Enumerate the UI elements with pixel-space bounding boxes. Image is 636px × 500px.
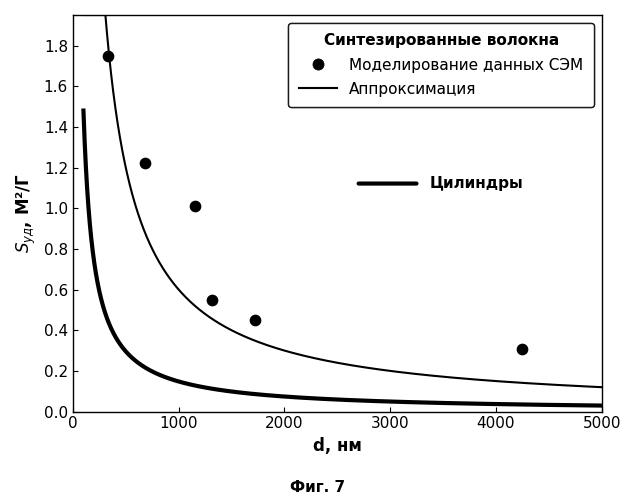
Text: Цилиндры: Цилиндры (430, 176, 523, 191)
Legend: Моделирование данных СЭМ, Аппроксимация: Моделирование данных СЭМ, Аппроксимация (288, 22, 594, 107)
Text: Фиг. 7: Фиг. 7 (291, 480, 345, 495)
Point (207, 296, 218, 304)
Point (190, 202, 200, 210)
Point (250, 316, 260, 324)
Y-axis label: $S_{уд}$, М²/Г: $S_{уд}$, М²/Г (15, 173, 38, 254)
X-axis label: d, нм: d, нм (313, 437, 362, 455)
Point (517, 344, 527, 352)
Point (102, 52, 113, 60)
Point (140, 160, 150, 168)
